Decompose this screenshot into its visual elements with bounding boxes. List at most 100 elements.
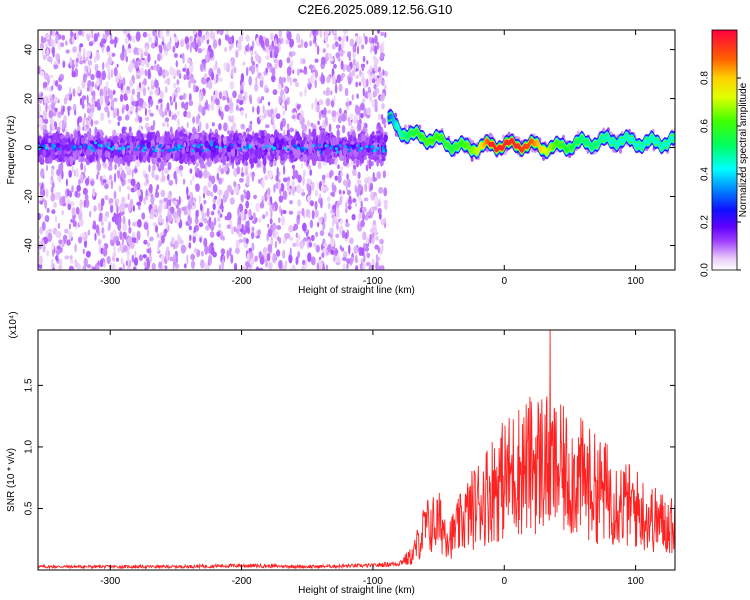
noise-speck bbox=[289, 154, 295, 160]
noise-speck bbox=[107, 65, 111, 75]
noise-speck bbox=[127, 178, 132, 183]
noise-speck bbox=[281, 105, 285, 109]
noise-speck bbox=[173, 260, 176, 267]
noise-speck bbox=[323, 107, 327, 117]
noise-speck bbox=[104, 144, 108, 148]
noise-speck bbox=[219, 30, 223, 34]
noise-speck bbox=[95, 51, 101, 61]
noise-speck bbox=[338, 44, 342, 50]
noise-speck bbox=[356, 45, 360, 55]
noise-speck bbox=[51, 267, 56, 270]
noise-speck bbox=[181, 138, 187, 143]
noise-speck bbox=[117, 170, 120, 180]
noise-speck bbox=[176, 255, 178, 264]
noise-speck bbox=[45, 129, 48, 134]
noise-speck bbox=[289, 200, 293, 205]
noise-speck bbox=[71, 71, 76, 78]
noise-speck bbox=[248, 75, 252, 86]
noise-speck bbox=[226, 249, 229, 260]
noise-speck bbox=[208, 216, 212, 225]
noise-speck bbox=[212, 184, 218, 193]
noise-speck bbox=[381, 79, 385, 86]
noise-speck bbox=[44, 118, 49, 125]
noise-speck bbox=[317, 181, 320, 189]
noise-speck bbox=[143, 239, 148, 245]
noise-speck bbox=[310, 234, 315, 242]
noise-speck bbox=[282, 249, 286, 259]
noise-speck bbox=[309, 169, 313, 176]
noise-speck bbox=[309, 40, 313, 47]
noise-speck bbox=[377, 208, 382, 214]
noise-speck bbox=[227, 130, 231, 135]
noise-speck bbox=[229, 220, 233, 227]
noise-speck bbox=[106, 255, 111, 265]
noise-speck bbox=[325, 116, 328, 125]
noise-speck bbox=[108, 221, 111, 231]
signal-track bbox=[387, 108, 675, 162]
noise-speck bbox=[286, 123, 290, 130]
noise-speck bbox=[254, 148, 258, 157]
noise-speck bbox=[282, 149, 286, 155]
noise-speck bbox=[104, 183, 109, 190]
noise-speck bbox=[75, 168, 79, 178]
noise-speck bbox=[55, 126, 61, 131]
noise-speck bbox=[146, 155, 150, 162]
noise-speck bbox=[314, 189, 319, 197]
noise-speck bbox=[311, 103, 314, 110]
noise-speck bbox=[38, 111, 41, 117]
noise-speck bbox=[289, 60, 294, 66]
noise-speck bbox=[337, 174, 342, 184]
noise-speck bbox=[371, 78, 376, 84]
noise-speck bbox=[283, 165, 286, 175]
noise-speck bbox=[229, 197, 235, 205]
noise-speck bbox=[302, 259, 306, 266]
noise-speck bbox=[367, 92, 372, 99]
noise-speck bbox=[39, 189, 43, 197]
noise-speck bbox=[364, 92, 369, 98]
noise-speck bbox=[134, 148, 138, 152]
noise-speck bbox=[229, 81, 235, 90]
noise-speck bbox=[172, 200, 178, 206]
noise-speck bbox=[323, 242, 328, 247]
noise-speck bbox=[102, 179, 107, 184]
noise-speck bbox=[126, 185, 131, 191]
noise-speck bbox=[271, 202, 275, 210]
noise-speck bbox=[289, 127, 295, 133]
noise-speck bbox=[121, 169, 125, 180]
noise-speck bbox=[173, 33, 176, 38]
noise-speck bbox=[302, 222, 307, 232]
noise-speck bbox=[212, 203, 216, 211]
noise-speck bbox=[300, 148, 304, 152]
noise-speck bbox=[176, 79, 180, 86]
noise-speck bbox=[57, 148, 61, 152]
noise-speck bbox=[47, 137, 52, 144]
noise-speck bbox=[326, 43, 330, 48]
noise-speck bbox=[331, 136, 337, 146]
noise-speck bbox=[218, 195, 222, 206]
noise-speck bbox=[137, 144, 141, 148]
noise-speck bbox=[114, 216, 119, 226]
noise-speck bbox=[299, 91, 303, 97]
noise-speck bbox=[65, 178, 68, 187]
noise-speck bbox=[74, 261, 79, 268]
noise-speck bbox=[75, 206, 80, 215]
noise-speck bbox=[181, 206, 186, 211]
noise-speck bbox=[125, 55, 128, 63]
noise-speck bbox=[267, 101, 271, 106]
noise-speck bbox=[284, 102, 288, 112]
noise-speck bbox=[203, 217, 208, 224]
noise-speck bbox=[233, 143, 238, 150]
noise-speck bbox=[367, 86, 371, 92]
noise-speck bbox=[40, 70, 45, 77]
noise-speck bbox=[54, 60, 59, 67]
noise-speck bbox=[254, 255, 258, 262]
noise-speck bbox=[294, 82, 300, 88]
noise-speck bbox=[79, 60, 84, 65]
noise-speck bbox=[218, 123, 222, 131]
noise-speck bbox=[344, 87, 349, 97]
noise-speck bbox=[283, 146, 287, 150]
noise-speck bbox=[228, 100, 234, 111]
noise-speck bbox=[319, 151, 323, 155]
noise-speck bbox=[74, 130, 78, 140]
noise-speck bbox=[189, 61, 193, 66]
